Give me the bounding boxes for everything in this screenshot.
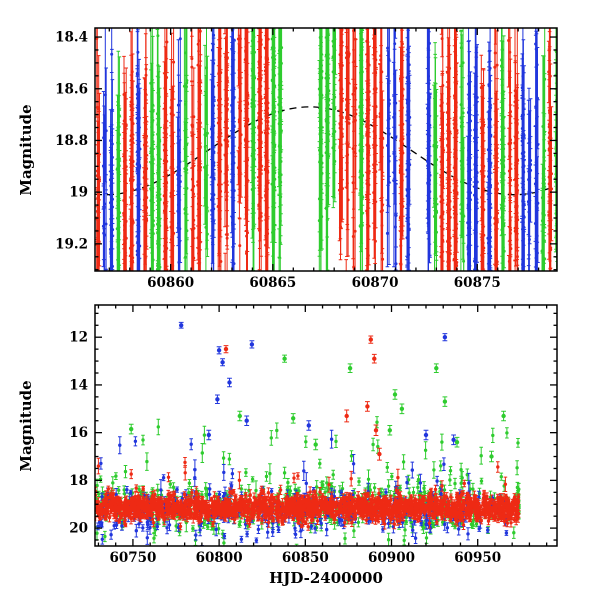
green-series-error-bars [115, 28, 557, 271]
model-curve [95, 106, 556, 196]
red-series-points [95, 337, 521, 529]
x-axis-tick-label: 60750 [109, 550, 156, 566]
panel-bottom-frame [94, 304, 558, 547]
x-axis-tick-label: 60850 [282, 550, 329, 566]
y-axis-tick-label: 14 [69, 377, 88, 393]
x-axis-tick-label: 60900 [368, 550, 415, 566]
y-axis-tick-label: 12 [69, 330, 88, 346]
x-axis-tick-label: 60875 [454, 275, 501, 291]
x-axis-tick-label: 60870 [352, 275, 399, 291]
y-axis-tick-label: 16 [69, 425, 88, 441]
red-series-error-bars [95, 28, 554, 271]
x-axis-tick-label: 60865 [249, 275, 296, 291]
y-axis-tick-label: 18 [69, 473, 88, 489]
y-axis-label-top: Magnitude [17, 104, 35, 196]
y-axis-label-bottom: Magnitude [17, 380, 35, 472]
y-axis-tick-label: 19.2 [55, 236, 88, 252]
panel-top-frame [94, 27, 558, 272]
y-axis-tick-label: 18.6 [55, 81, 88, 97]
y-axis-tick-label: 19 [69, 185, 88, 201]
panel-bottom-data [95, 321, 521, 546]
blue-series-points [101, 33, 540, 271]
green-series-points [115, 28, 557, 271]
y-axis-tick-label: 18.4 [55, 30, 88, 46]
red-series-points [95, 28, 553, 271]
x-axis-label: HJD-2400000 [269, 569, 383, 587]
panel-top-data [95, 28, 557, 271]
x-axis-tick-label: 60950 [454, 550, 501, 566]
x-axis-tick-label: 60860 [147, 275, 194, 291]
y-axis-tick-label: 18.8 [55, 133, 88, 149]
x-axis-tick-label: 60800 [196, 550, 243, 566]
y-axis-tick-label: 20 [69, 521, 88, 537]
